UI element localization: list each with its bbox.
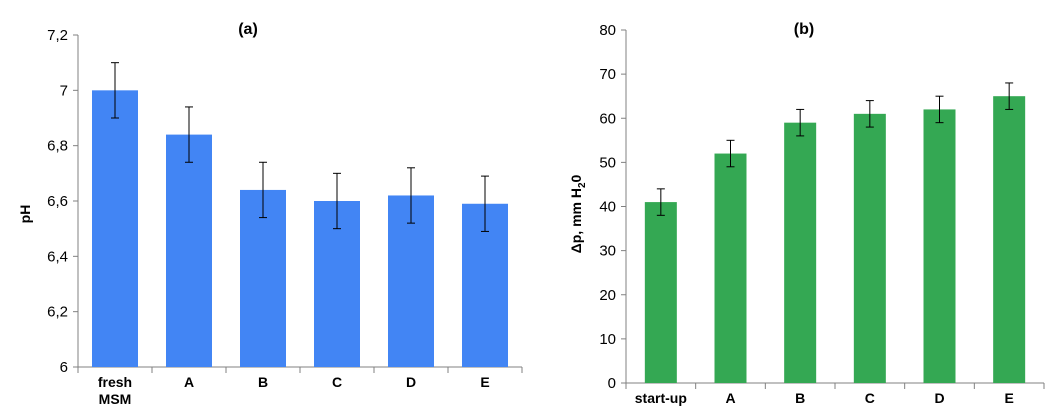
chart-b-ylabel-subscript: 2 bbox=[577, 182, 588, 188]
chart-a-x-category-label-line: D bbox=[406, 374, 416, 390]
chart-b-marks: 0 10 20 30 40 50 60 70 80 start-up A B C D E bbox=[599, 22, 1045, 406]
chart-b-ylabel-main: Δp, mm H bbox=[568, 188, 584, 253]
chart-a-y-tick-label: 6,6 bbox=[47, 193, 68, 210]
chart-a-x-category-label-line: E bbox=[480, 374, 489, 390]
chart-b-x-category-label-line: start-up bbox=[635, 390, 687, 406]
chart-a-y-tick-label: 6,4 bbox=[47, 248, 68, 265]
chart-a-x-category-label-line: A bbox=[184, 374, 194, 390]
chart-b-y-tick-label: 10 bbox=[599, 331, 616, 348]
chart-a-x-category-label: B bbox=[258, 374, 268, 390]
chart-a-bar bbox=[92, 90, 138, 367]
chart-b-x-category-label-line: B bbox=[795, 390, 805, 406]
chart-a: (a) pH 6 6,2 6,4 6,6 6,8 7 7,2 fresh MSM A B C D E bbox=[17, 21, 523, 407]
chart-a-x-category-label: E bbox=[480, 374, 489, 390]
chart-b-x-category-label: A bbox=[725, 390, 735, 406]
chart-a-x-category-label: fresh MSM bbox=[98, 374, 132, 407]
chart-b-y-tick-label: 40 bbox=[599, 199, 616, 216]
chart-b-bar bbox=[714, 153, 747, 383]
chart-b-x-category-label-line: D bbox=[934, 390, 944, 406]
chart-b-bar bbox=[644, 202, 677, 383]
chart-b-x-category-label: D bbox=[934, 390, 944, 406]
chart-a-marks: 6 6,2 6,4 6,6 6,8 7 7,2 fresh MSM A B C D E bbox=[47, 27, 523, 407]
chart-b-y-tick-label: 30 bbox=[599, 243, 616, 260]
chart-a-y-tick-label: 6,8 bbox=[47, 138, 68, 155]
chart-b: (b) Δp, mm H20 01020304050607080start-up… bbox=[568, 21, 1045, 406]
chart-a-x-category-label-line: MSM bbox=[99, 391, 132, 407]
chart-a-title: (a) bbox=[238, 21, 258, 38]
chart-b-bar bbox=[784, 122, 817, 383]
chart-b-y-tick-label: 80 bbox=[599, 22, 616, 39]
chart-b-x-category-label: C bbox=[865, 390, 875, 406]
chart-b-y-tick-label: 0 bbox=[608, 375, 616, 392]
chart-b-bar bbox=[853, 113, 886, 384]
chart-a-ylabel: pH bbox=[17, 205, 33, 224]
chart-b-y-tick-label: 50 bbox=[599, 154, 616, 171]
chart-b-x-category-label-line: E bbox=[1004, 390, 1013, 406]
chart-a-x-category-label: C bbox=[332, 374, 342, 390]
chart-a-y-tick-label: 7 bbox=[60, 82, 68, 99]
chart-a-bar bbox=[388, 195, 434, 367]
chart-a-x-category-label-line: C bbox=[332, 374, 342, 390]
chart-b-bar bbox=[993, 96, 1026, 383]
chart-b-x-category-label: start-up bbox=[635, 390, 687, 406]
chart-a-bar bbox=[166, 134, 212, 367]
chart-a-x-category-label-line: B bbox=[258, 374, 268, 390]
chart-b-x-category-label: E bbox=[1004, 390, 1013, 406]
chart-b-ylabel-end: 0 bbox=[568, 174, 584, 182]
chart-b-y-tick-label: 20 bbox=[599, 287, 616, 304]
chart-a-y-tick-label: 7,2 bbox=[47, 27, 68, 44]
chart-a-x-category-label: D bbox=[406, 374, 416, 390]
chart-a-bar bbox=[240, 189, 286, 367]
chart-a-x-category-label: A bbox=[184, 374, 194, 390]
chart-a-y-tick-label: 6 bbox=[60, 359, 68, 376]
chart-b-x-category-label-line: A bbox=[725, 390, 735, 406]
chart-b-y-tick-label: 60 bbox=[599, 110, 616, 127]
chart-b-x-category-label: B bbox=[795, 390, 805, 406]
chart-a-x-category-label-line: fresh bbox=[98, 374, 132, 390]
chart-b-x-category-label-line: C bbox=[865, 390, 875, 406]
chart-b-y-tick-label: 70 bbox=[599, 66, 616, 83]
chart-a-y-tick-label: 6,2 bbox=[47, 304, 68, 321]
chart-b-bar bbox=[923, 109, 956, 384]
chart-b-ylabel: Δp, mm H20 bbox=[568, 174, 588, 253]
chart-b-title: (b) bbox=[794, 21, 814, 38]
